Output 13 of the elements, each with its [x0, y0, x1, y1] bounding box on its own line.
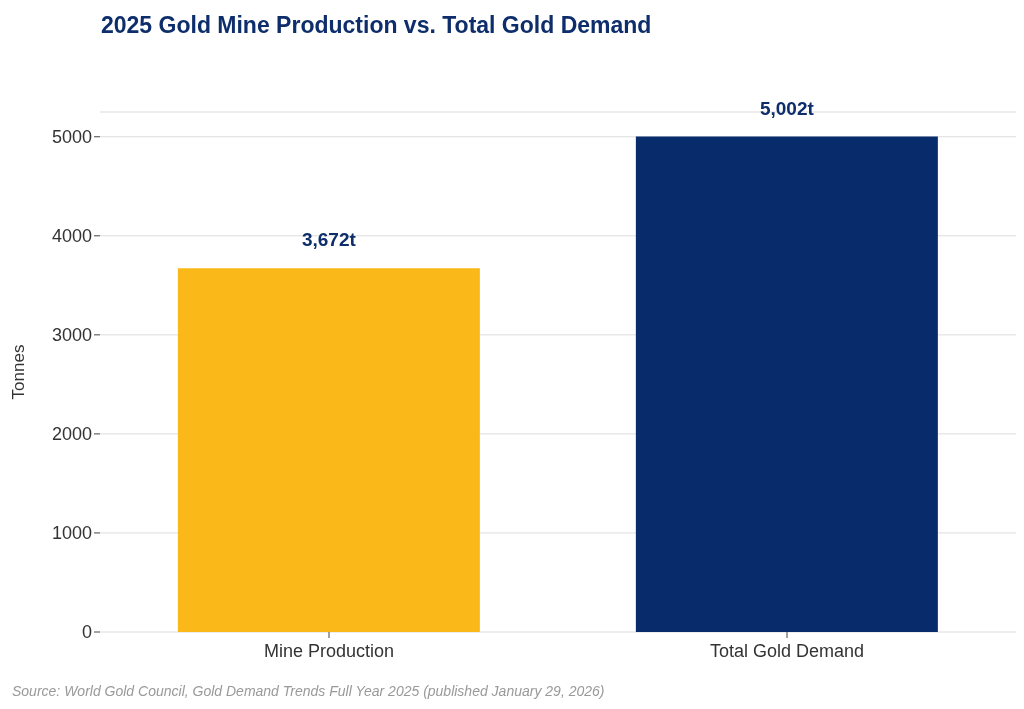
x-tick-label: Total Gold Demand: [709, 640, 865, 661]
y-axis-title: Tonnes: [9, 344, 29, 400]
data-label: 5,002t: [759, 97, 815, 119]
y-tick-label: 2000: [51, 424, 92, 445]
y-tick-label: 3000: [51, 325, 92, 346]
y-tick-label: 4000: [51, 226, 92, 247]
chart-title: 2025 Gold Mine Production vs. Total Gold Demand: [100, 11, 653, 40]
source-note: Source: World Gold Council, Gold Demand Trends Full Year 2025 (published January 29, 2026): [11, 683, 606, 699]
y-tick-label: 0: [81, 622, 92, 643]
x-tick-label: Mine Production: [263, 640, 395, 661]
y-tick-label: 5000: [51, 127, 92, 148]
y-tick-label: 1000: [51, 523, 92, 544]
data-label: 3,672t: [301, 229, 357, 251]
